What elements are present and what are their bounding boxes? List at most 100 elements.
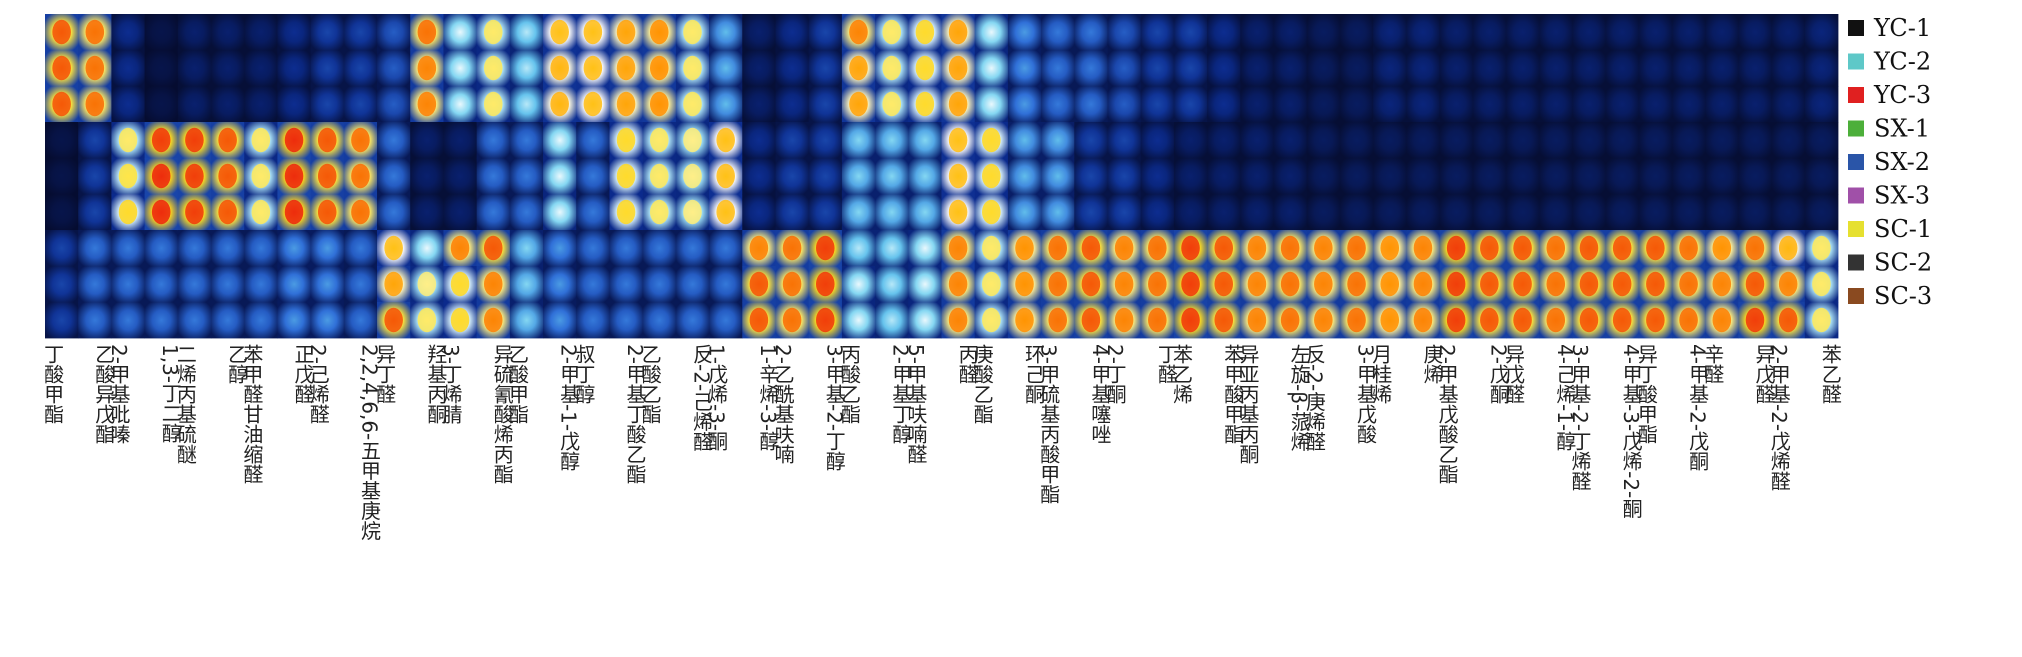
heatmap-spot — [251, 199, 271, 225]
heatmap-spot — [1812, 235, 1831, 261]
x-tick-label: 2-甲基吡嗪 — [107, 344, 131, 444]
heatmap-spot — [649, 199, 669, 225]
heatmap-cell — [1406, 50, 1440, 87]
x-tick-label: 1-辛烯-3-醇 — [756, 344, 780, 451]
heatmap-cell — [1273, 14, 1308, 51]
heatmap-cell — [1539, 122, 1573, 159]
heatmap-spot — [948, 235, 968, 261]
heatmap-cell — [1605, 158, 1640, 195]
heatmap-cell — [875, 158, 909, 195]
x-tick-label: 2-甲基-1-戊醇 — [557, 344, 581, 471]
heatmap-cell — [1804, 122, 1839, 159]
heatmap-cell — [1638, 50, 1673, 87]
x-tick-label: 4-己烯-1-醇 — [1553, 344, 1577, 451]
heatmap-cell — [1671, 194, 1706, 231]
heatmap-spot — [948, 199, 968, 225]
heatmap-cell — [111, 230, 146, 267]
x-tick-label: 乙醇 — [225, 344, 249, 384]
heatmap-cell — [609, 302, 644, 339]
heatmap-cell — [78, 194, 112, 231]
heatmap-spot — [1148, 235, 1167, 261]
heatmap-cell — [211, 302, 245, 339]
heatmap-spot — [384, 271, 403, 297]
heatmap-spot — [683, 127, 702, 153]
heatmap-cell — [1339, 86, 1374, 123]
x-tick-label: 环己酮 — [1022, 344, 1046, 404]
heatmap-cell — [343, 302, 378, 339]
heatmap-cell — [443, 86, 478, 123]
heatmap-cell — [45, 122, 79, 159]
x-tick-label: 2-甲基丁醇 — [889, 344, 913, 444]
heatmap-cell — [974, 50, 1009, 87]
x-tick-label: 丁酸甲酯 — [41, 344, 65, 424]
heatmap-cell — [1804, 194, 1839, 231]
heatmap-spot — [1247, 235, 1267, 261]
heatmap-cell — [709, 266, 743, 303]
x-tick-label: 反-2-庚烯醛 — [1302, 344, 1326, 452]
heatmap-spot — [1380, 307, 1400, 333]
heatmap-spot — [317, 199, 337, 225]
heatmap-cell — [1572, 14, 1606, 51]
heatmap-cell — [576, 266, 610, 303]
legend-swatch — [1848, 154, 1864, 170]
heatmap-cell — [1605, 50, 1640, 87]
heatmap-spot — [815, 235, 835, 261]
x-tick-label: 苯乙烯 — [1170, 344, 1194, 404]
heatmap-spot — [52, 19, 71, 45]
heatmap-spot — [616, 163, 636, 189]
heatmap-cell — [1705, 50, 1739, 87]
heatmap-spot — [251, 163, 271, 189]
heatmap-cell — [1472, 122, 1507, 159]
heatmap-spot — [1015, 271, 1034, 297]
x-tick-label: 辛醛 — [1701, 344, 1725, 384]
heatmap-cell — [543, 230, 577, 267]
heatmap-spot — [716, 163, 735, 189]
heatmap-spot — [450, 271, 470, 297]
heatmap-cell — [1373, 14, 1407, 51]
heatmap-spot — [1812, 271, 1831, 297]
heatmap-spot — [218, 163, 237, 189]
heatmap-cell — [1007, 86, 1042, 123]
heatmap-spot — [483, 55, 503, 81]
heatmap-spot — [550, 19, 569, 45]
x-tick-label: 苯甲醛甘油缩醛 — [240, 344, 264, 484]
heatmap-spot — [649, 19, 669, 45]
heatmap-cell — [1240, 86, 1274, 123]
heatmap-cell — [742, 194, 776, 231]
heatmap-cell — [775, 14, 810, 51]
x-tick-label: 异丁醛 — [373, 344, 397, 404]
heatmap-spot — [1247, 307, 1267, 333]
heatmap-spot — [1612, 307, 1632, 333]
x-tick-label: 左旋-β-蒎烯 — [1287, 344, 1311, 452]
heatmap-cell — [476, 194, 511, 231]
heatmap-cell — [509, 266, 544, 303]
heatmap-cell — [1339, 194, 1374, 231]
heatmap-cell — [509, 14, 544, 51]
heatmap-spot — [1148, 307, 1167, 333]
heatmap-spot — [1546, 271, 1566, 297]
heatmap-cell — [1007, 194, 1042, 231]
heatmap-cell — [1041, 122, 1075, 159]
heatmap-spot — [1745, 307, 1765, 333]
heatmap-cell — [443, 14, 478, 51]
heatmap-spot — [716, 127, 735, 153]
heatmap-cell — [144, 266, 179, 303]
heatmap-spot — [948, 91, 968, 117]
heatmap-spot — [351, 163, 370, 189]
heatmap-cell — [1306, 14, 1341, 51]
heatmap-spot — [483, 19, 503, 45]
heatmap-spot — [749, 307, 769, 333]
heatmap-cell — [775, 158, 810, 195]
heatmap-spot — [185, 199, 204, 225]
heatmap-cell — [908, 230, 942, 267]
heatmap-cell — [211, 50, 245, 87]
heatmap-cell — [78, 230, 112, 267]
heatmap-cell — [1505, 86, 1540, 123]
heatmap-spot — [417, 91, 437, 117]
legend-swatch — [1848, 53, 1864, 70]
heatmap-cell — [1472, 14, 1507, 51]
heatmap-cell — [808, 86, 843, 123]
legend-swatch — [1848, 221, 1864, 237]
heatmap-spot — [1413, 307, 1433, 333]
heatmap-cell — [1439, 194, 1474, 231]
